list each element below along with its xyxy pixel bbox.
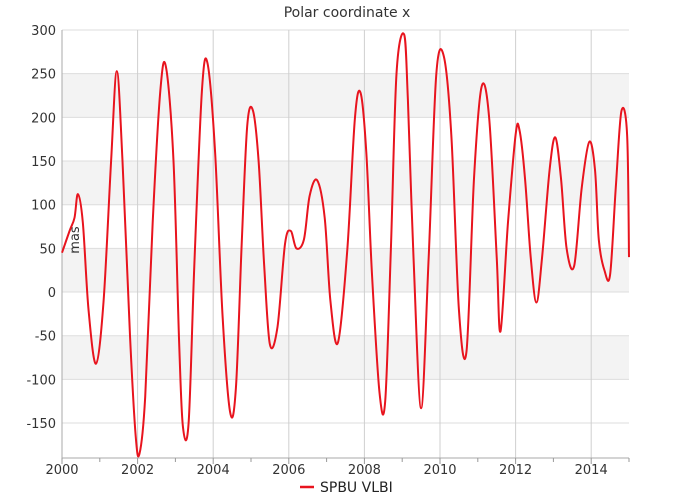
y-tick-label: 300: [31, 24, 56, 39]
y-tick-labels: 300 250 200 150 100 50 0 -50 -100 -150: [26, 24, 56, 432]
x-tick-label: 2004: [197, 463, 230, 478]
x-tick-label: 2002: [121, 463, 154, 478]
legend: SPBU VLBI: [300, 480, 393, 496]
grid-band: [62, 73, 629, 118]
y-tick-label: 250: [31, 68, 56, 83]
background-bands: [62, 73, 629, 380]
chart-title: Polar coordinate x: [284, 5, 411, 21]
x-tick-label: 2008: [348, 463, 381, 478]
y-tick-label: 150: [31, 155, 56, 170]
y-tick-label: 50: [39, 242, 56, 257]
grid-band: [62, 335, 629, 380]
x-tick-labels: 2000 2002 2004 2006 2008 2010 2012 2014: [45, 463, 607, 478]
y-tick-label: -100: [26, 373, 56, 388]
x-tick-label: 2014: [575, 463, 608, 478]
y-tick-label: 200: [31, 111, 56, 126]
y-axis-label: mas: [68, 226, 83, 254]
x-tick-label: 2000: [45, 463, 78, 478]
y-tick-label: 0: [48, 286, 56, 301]
y-tick-label: -150: [26, 417, 56, 432]
x-tick-label: 2006: [272, 463, 305, 478]
y-tick-label: -50: [35, 330, 56, 345]
legend-label-spbu-vlbi: SPBU VLBI: [320, 480, 393, 496]
plot-area: [61, 30, 630, 464]
series-line-spbu-vlbi: [61, 32, 630, 458]
grid-band: [62, 161, 629, 205]
x-tick-label: 2010: [423, 463, 456, 478]
y-tick-label: 100: [31, 199, 56, 214]
x-tick-label: 2012: [499, 463, 532, 478]
series-layer: [61, 32, 630, 458]
